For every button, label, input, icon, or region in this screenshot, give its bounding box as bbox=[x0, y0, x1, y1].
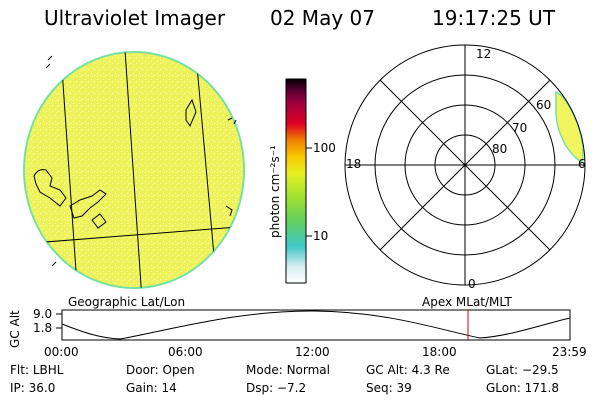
timeline-xtick-1800: 18:00 bbox=[422, 345, 457, 359]
earth-disk bbox=[23, 51, 245, 289]
mlt-label-0: 0 bbox=[468, 277, 476, 291]
timeline-panel bbox=[56, 309, 571, 341]
colorbar-tick-10: 10 bbox=[313, 229, 329, 243]
timeline-axis-title: GC Alt bbox=[8, 310, 22, 348]
footer-gc-alt: GC Alt: 4.3 Re bbox=[366, 363, 450, 377]
coastlines bbox=[33, 55, 237, 267]
footer-door: Door: Open bbox=[126, 363, 195, 377]
mlt-label-12: 12 bbox=[476, 47, 492, 61]
colorbar bbox=[285, 78, 312, 284]
footer-seq: Seq: 39 bbox=[366, 381, 412, 395]
polar-plot bbox=[344, 44, 586, 286]
date-label: 02 May 07 bbox=[270, 6, 375, 30]
right-panel-caption: Apex MLat/MLT bbox=[422, 295, 512, 309]
altitude-curve bbox=[61, 310, 571, 340]
mlt-label-18: 18 bbox=[346, 157, 362, 171]
mlat-label-60: 60 bbox=[536, 98, 552, 112]
footer-flt: Flt: LBHL bbox=[10, 363, 64, 377]
timeline-xtick-1200: 12:00 bbox=[295, 345, 330, 359]
footer-glat: GLat: −29.5 bbox=[486, 363, 559, 377]
colorbar-tick-100: 100 bbox=[313, 141, 336, 155]
instrument-title: Ultraviolet Imager bbox=[44, 6, 226, 30]
timeline-xtick-2359: 23:59 bbox=[552, 345, 587, 359]
timeline-ytick-1-8: 1.8 bbox=[33, 321, 53, 335]
footer-mode: Mode: Normal bbox=[246, 363, 330, 377]
footer-dsp: Dsp: −7.2 bbox=[246, 381, 307, 395]
footer-gain: Gain: 14 bbox=[126, 381, 177, 395]
footer-ip: IP: 36.0 bbox=[10, 381, 56, 395]
timeline-ytick-9: 9.0 bbox=[33, 307, 53, 321]
mlat-label-70: 70 bbox=[512, 121, 528, 135]
time-label: 19:17:25 UT bbox=[432, 6, 556, 30]
colorbar-unit-label: photon cm⁻²s⁻¹ bbox=[268, 145, 282, 238]
timeline-xtick-0600: 06:00 bbox=[168, 345, 203, 359]
geographic-image-panel bbox=[23, 51, 245, 289]
mlt-label-6: 6 bbox=[578, 157, 586, 171]
left-panel-caption: Geographic Lat/Lon bbox=[68, 295, 186, 309]
mlat-label-80: 80 bbox=[492, 142, 508, 156]
timeline-xtick-0000: 00:00 bbox=[44, 345, 79, 359]
footer-glon: GLon: 171.8 bbox=[486, 381, 559, 395]
